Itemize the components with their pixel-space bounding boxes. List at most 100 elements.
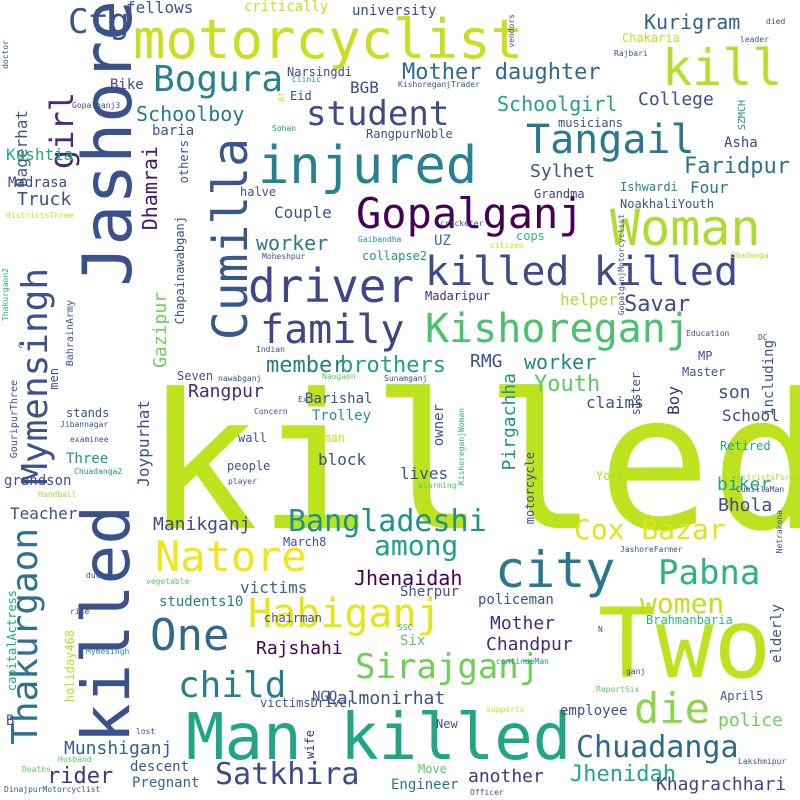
word-cricketer: cricketer (440, 219, 484, 228)
word-school: School (722, 406, 780, 425)
word-chapainawabganj: Chapainawabganj (173, 216, 187, 325)
word-savar: Savar (624, 292, 691, 317)
word-students10: students10 (159, 594, 244, 610)
word-city: city (495, 541, 616, 599)
word-couple: Couple (274, 203, 332, 222)
word-owner: owner (431, 404, 447, 447)
word-wife: wife (303, 730, 317, 759)
word-employee: employee (560, 703, 628, 719)
word-capitalactress: capitalActress (5, 590, 19, 692)
word-sister: sister (629, 372, 643, 416)
word-districtsformer: districtsFormer (732, 473, 800, 482)
word-biker: biker (717, 474, 772, 495)
word-critically: critically (244, 0, 329, 15)
word-died: died (766, 17, 786, 26)
word-dc: DC (758, 333, 768, 342)
word-supports: supports (486, 705, 525, 714)
word-sohan: Sohan (272, 124, 297, 133)
word-munshiganj: Munshiganj (64, 738, 173, 759)
word-indian: Indian (256, 345, 285, 354)
word-sylhet: Sylhet (530, 161, 596, 182)
word-wall: wall (238, 431, 267, 445)
word-al: Al (277, 92, 286, 102)
word-lalmonirhat: Lalmonirhat (326, 688, 446, 709)
word-mother-daughter: Mother daughter (402, 60, 601, 85)
word-schoolgirl: Schoolgirl (497, 92, 618, 116)
word-jhenidah: Jhenidah (570, 762, 676, 787)
word-april5: April5 (720, 689, 764, 703)
word-killed-center: killed (145, 354, 800, 573)
word-thakurgaon2: Thakurgaon2 (1, 268, 10, 321)
word-including: including (761, 340, 777, 416)
word-ex: Ex (298, 395, 308, 404)
word-districtsthree: districtsThree (6, 211, 74, 220)
word-killed-killed: killed killed (425, 249, 739, 295)
word-claims: claims (586, 393, 644, 412)
word-others: others (177, 140, 191, 184)
word-killed-vertical: killed (68, 505, 145, 744)
word-dhamrai: Dhamrai (138, 146, 162, 231)
word-helper: helper (560, 290, 618, 309)
word-brothers: brothers (340, 353, 446, 378)
word-joypurhat: Joypurhat (134, 400, 153, 487)
word-university: university (352, 3, 437, 19)
word-family: family (260, 307, 405, 353)
word-move: Move (418, 762, 447, 776)
word-kishoreganj: Kishoreganj (425, 306, 690, 352)
word-fellows: fellows (126, 0, 194, 17)
word-son: son (718, 382, 751, 403)
word-lakshmipur: Lakshmipur (738, 757, 787, 766)
word-deaths: Deaths (22, 765, 51, 774)
word-college: College (638, 89, 714, 110)
word-netrakona: Netrakona (775, 510, 784, 554)
word-rider: rider (47, 764, 114, 789)
word-gopalganj3: Gopalganj3 (72, 101, 121, 110)
word-mymesingh: Mymesingh (86, 647, 130, 656)
word-tangail: Tangail (526, 117, 695, 163)
word-brahmanbaria: Brahmanbaria (646, 613, 733, 627)
word-dinajpurmotorcyclist: DinajpurMotorcyclist (4, 785, 101, 794)
word-new: New (436, 717, 458, 731)
word-vendors: vendors (507, 14, 516, 48)
word-moheshpur: Moheshpur (262, 252, 306, 261)
word-collapse2: collapse2 (362, 249, 428, 263)
word-block: block (318, 450, 367, 469)
word-sunamganj: Sunamganj (384, 374, 428, 383)
word-husband: Husband (58, 755, 92, 764)
word-people: people (227, 459, 271, 473)
word-chairman: chairman (264, 611, 322, 625)
word-victimsdriver: victimsDriver (260, 696, 354, 710)
word-madaripur: Madaripur (425, 289, 491, 303)
word-player: player (228, 477, 257, 486)
word-mother: Mother (490, 613, 556, 634)
word-continueman: continueMan (496, 657, 549, 666)
word-march8: March8 (283, 535, 327, 549)
word-truck: Truck (17, 189, 72, 210)
word-chuadanga: Chuadanga (576, 730, 739, 765)
word-n: N (598, 625, 603, 634)
word-youth: Youth (534, 372, 601, 397)
word-schoolboy: Schoolboy (136, 102, 245, 126)
word-chakaria: Chakaria (622, 31, 680, 45)
word-bahrainarmy: BahrainArmy (65, 300, 76, 367)
word-die: die (634, 684, 710, 733)
word-retired: Retired (720, 439, 771, 453)
word-trolley: Trolley (312, 408, 372, 424)
word-khagrachhari: Khagrachhari (656, 774, 787, 795)
word-pirgachha: Pirgachha (499, 373, 520, 471)
word-baria: baria (152, 123, 195, 139)
word-driver: driver (248, 259, 415, 313)
word-engineer: Engineer (391, 777, 459, 793)
word-madrasa: Madrasa (8, 175, 68, 191)
word-cumillaman: CumillaMan (736, 485, 785, 494)
word-boy: Boy (664, 386, 683, 415)
word-worker-1: worker (256, 231, 329, 255)
word-mp: MP (698, 349, 713, 363)
word-four: Four (690, 178, 729, 197)
word-noakhaliyouth: NoakhaliYouth (620, 197, 714, 211)
word-kishoreganjwoman: KishoreganjWoman (457, 408, 466, 486)
word-ducks: ducks (86, 571, 111, 580)
word-gazipur: Gazipur (150, 292, 171, 368)
word-faridpur: Faridpur (684, 154, 790, 179)
